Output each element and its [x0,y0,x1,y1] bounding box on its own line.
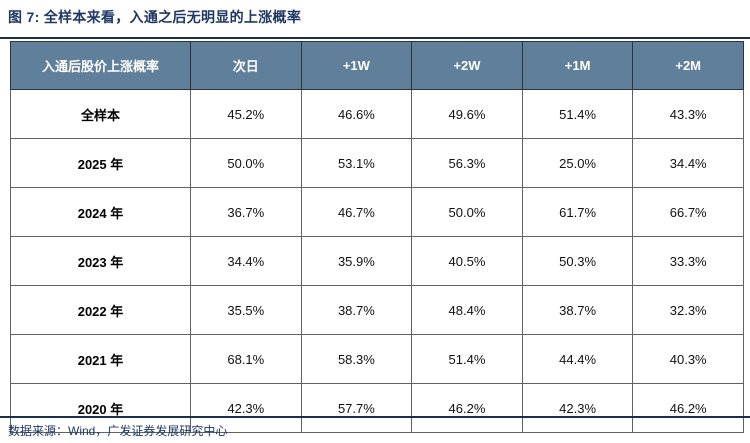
header-row: 入通后股价上涨概率 次日 +1W +2W +1M +2M [10,41,744,90]
cell-value: 38.7% [521,285,634,335]
column-header-1m: +1M [521,41,634,90]
row-label: 2020 年 [10,383,191,433]
cell-value: 33.3% [632,236,744,286]
cell-value: 44.4% [521,334,634,384]
top-rule [0,37,750,39]
table-row-2022: 2022 年 35.5% 38.7% 48.4% 38.7% 32.3% [10,285,744,335]
cell-value: 51.4% [521,89,634,139]
cell-value: 46.2% [632,383,744,433]
cell-value: 53.1% [300,138,413,188]
figure-title: 图 7: 全样本来看，入通之后无明显的上涨概率 [8,9,302,25]
cell-value: 45.2% [190,89,302,139]
cell-value: 25.0% [521,138,634,188]
table-row-2021: 2021 年 68.1% 58.3% 51.4% 44.4% 40.3% [10,334,744,384]
cell-value: 58.3% [300,334,413,384]
table-row-full-sample: 全样本 45.2% 46.6% 49.6% 51.4% 43.3% [10,89,744,139]
cell-value: 42.3% [190,383,302,433]
cell-value: 35.9% [300,236,413,286]
cell-value: 43.3% [632,89,744,139]
cell-value: 50.0% [411,187,523,237]
cell-value: 35.5% [190,285,302,335]
column-header-2m: +2M [632,41,744,90]
cell-value: 40.3% [632,334,744,384]
cell-value: 46.7% [300,187,413,237]
cell-value: 66.7% [632,187,744,237]
cell-value: 34.4% [190,236,302,286]
cell-value: 38.7% [300,285,413,335]
column-header-2w: +2W [411,41,523,90]
table-row-2020: 2020 年 42.3% 57.7% 46.2% 42.3% 46.2% [10,383,744,433]
row-label: 2025 年 [10,138,191,188]
cell-value: 57.7% [300,383,413,433]
cell-value: 61.7% [521,187,634,237]
table-row-2025: 2025 年 50.0% 53.1% 56.3% 25.0% 34.4% [10,138,744,188]
cell-value: 48.4% [411,285,523,335]
table-row-2024: 2024 年 36.7% 46.7% 50.0% 61.7% 66.7% [10,187,744,237]
cell-value: 56.3% [411,138,523,188]
probability-table: 入通后股价上涨概率 次日 +1W +2W +1M +2M 全样本 45.2% 4… [10,41,744,433]
cell-value: 46.6% [300,89,413,139]
source-note: 数据来源：Wind，广发证券发展研究中心 [8,424,228,438]
row-label: 2022 年 [10,285,191,335]
column-header-1w: +1W [300,41,413,90]
cell-value: 68.1% [190,334,302,384]
cell-value: 51.4% [411,334,523,384]
cell-value: 34.4% [632,138,744,188]
column-header-next-day: 次日 [190,41,302,90]
column-header-metric: 入通后股价上涨概率 [10,41,191,90]
cell-value: 40.5% [411,236,523,286]
cell-value: 49.6% [411,89,523,139]
row-label: 2021 年 [10,334,191,384]
cell-value: 46.2% [411,383,523,433]
cell-value: 42.3% [521,383,634,433]
cell-value: 50.3% [521,236,634,286]
row-label: 全样本 [10,89,191,139]
cell-value: 50.0% [190,138,302,188]
bottom-rule [0,416,750,418]
row-label: 2024 年 [10,187,191,237]
cell-value: 36.7% [190,187,302,237]
cell-value: 32.3% [632,285,744,335]
row-label: 2023 年 [10,236,191,286]
table-row-2023: 2023 年 34.4% 35.9% 40.5% 50.3% 33.3% [10,236,744,286]
